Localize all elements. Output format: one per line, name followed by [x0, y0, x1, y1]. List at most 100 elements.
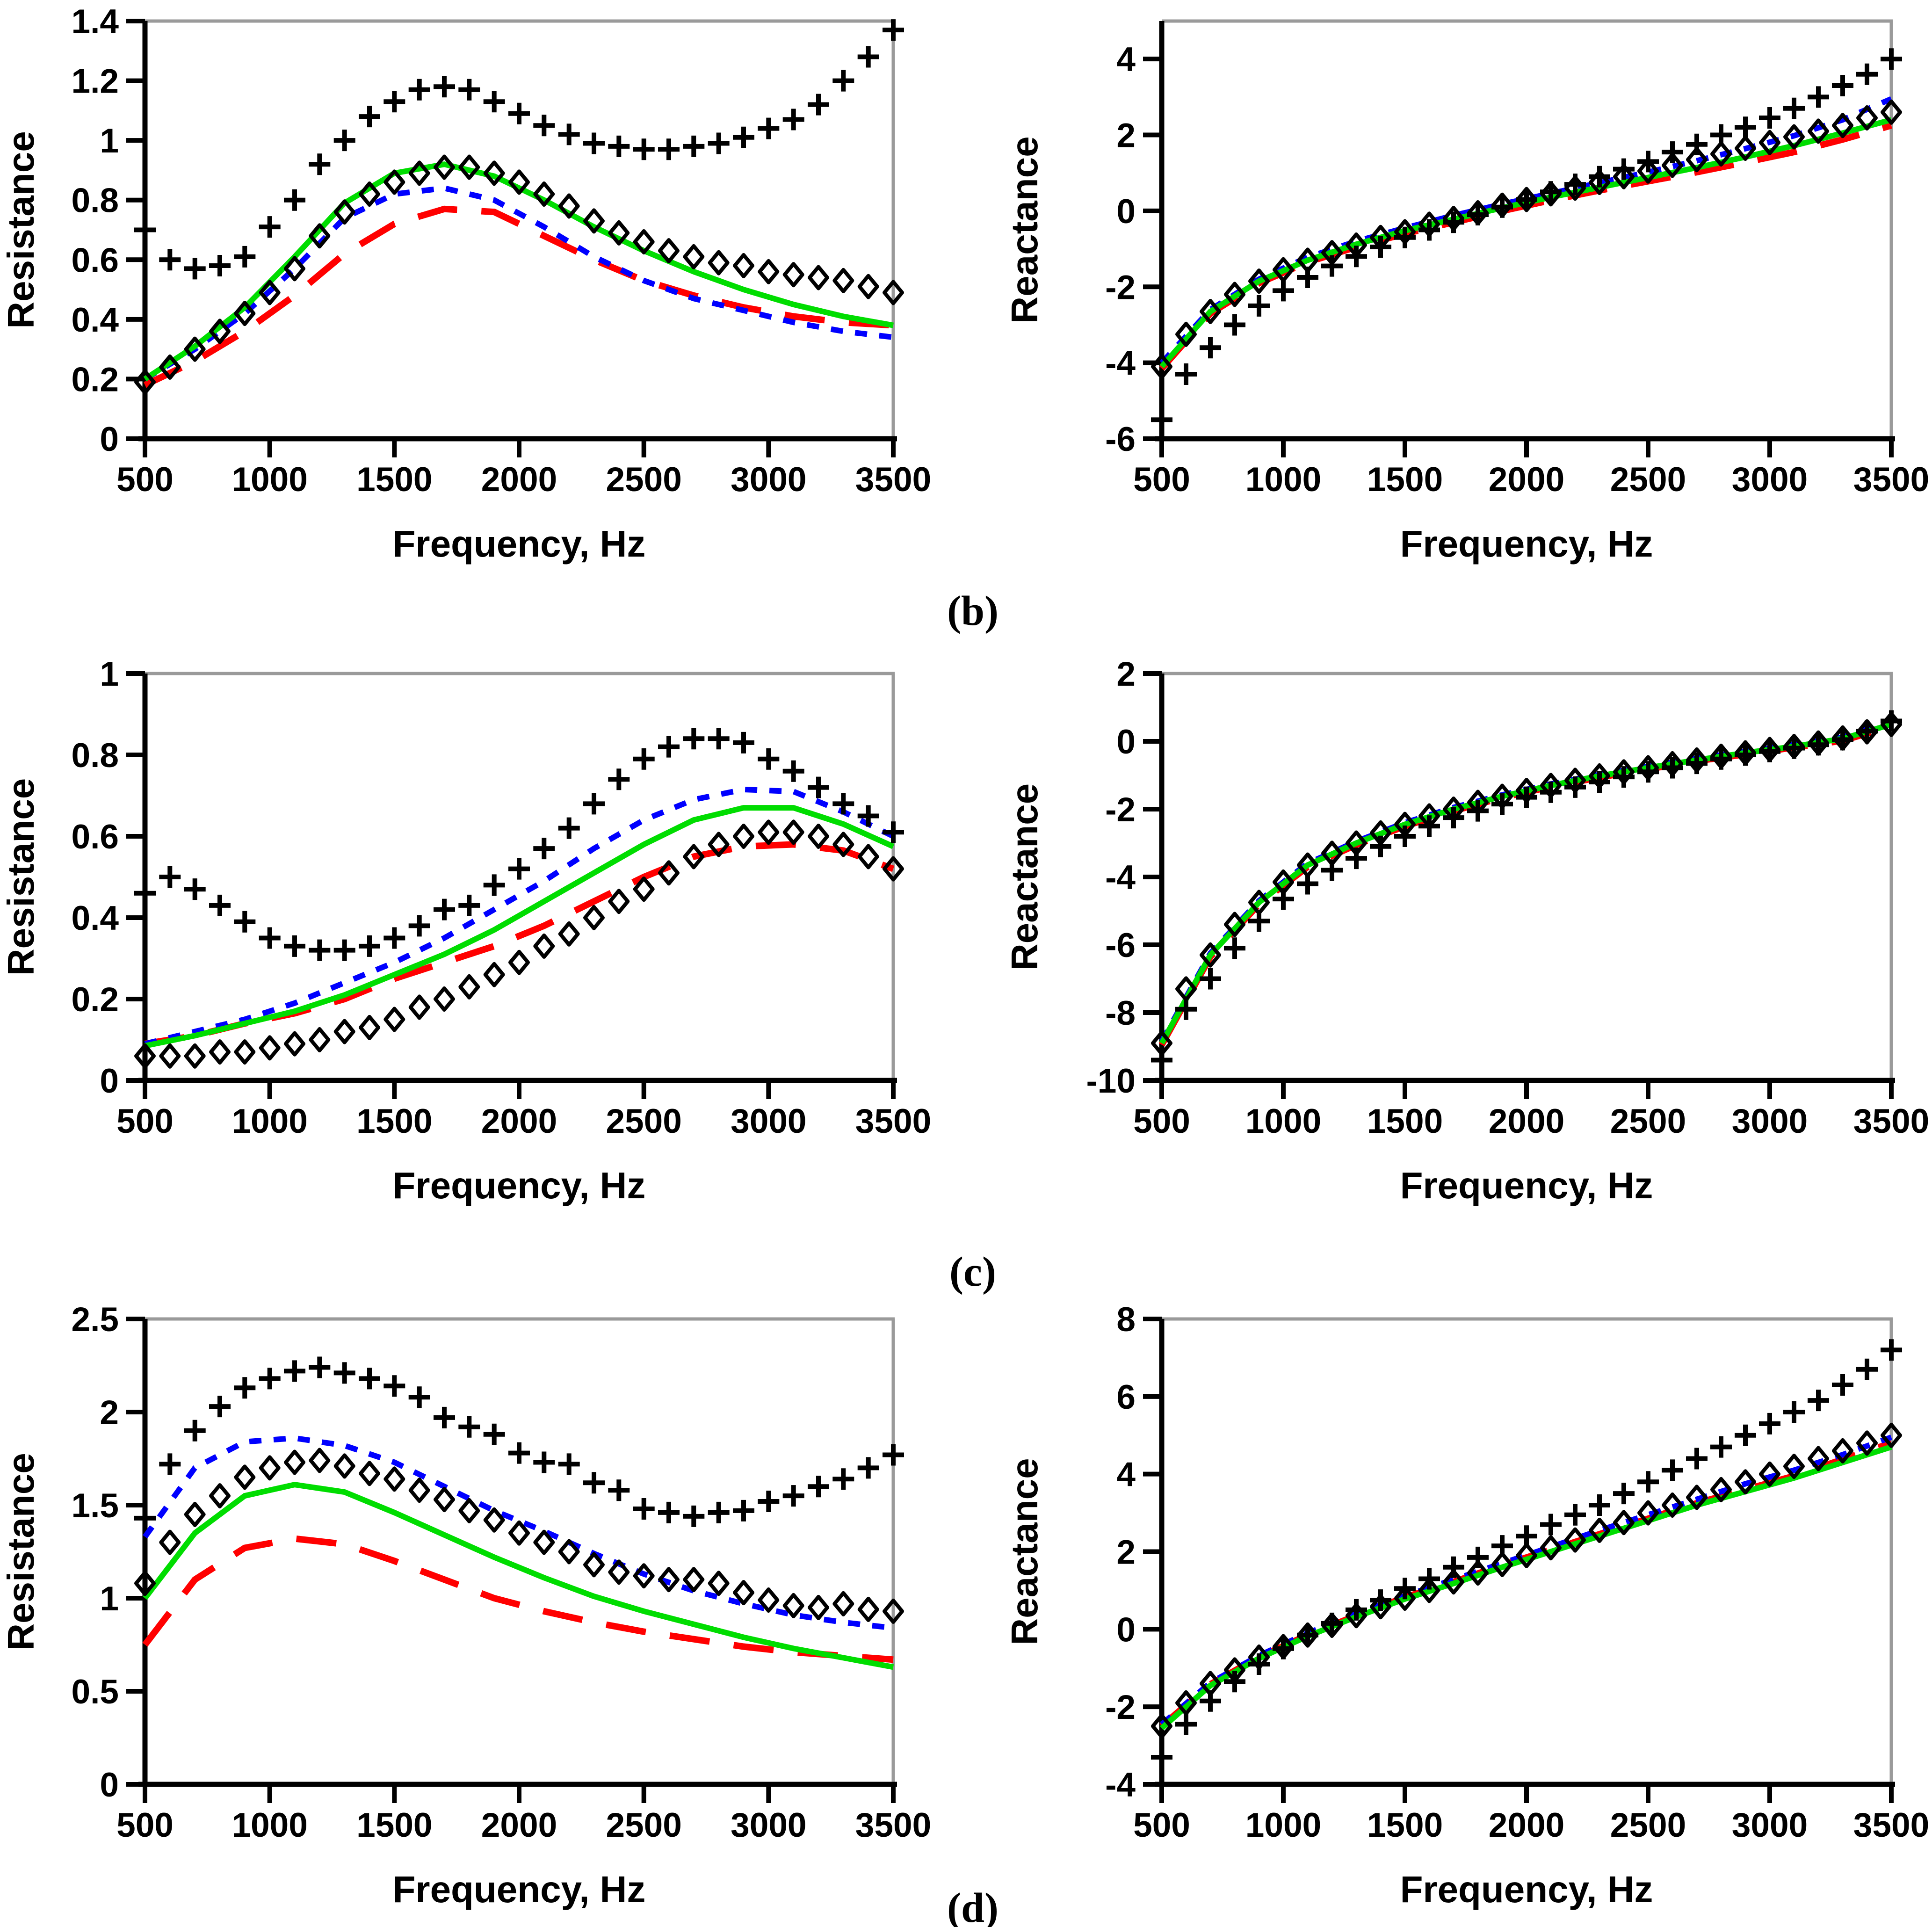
y-tick-label: 0.2	[72, 361, 119, 398]
series-model-red-long-dash	[142, 1535, 894, 1663]
x-tick-label: 3000	[1732, 461, 1808, 499]
series-model-red-long-dash	[1158, 723, 1893, 1047]
row-label-b: (b)	[947, 588, 999, 634]
y-tick-label: 2	[100, 1394, 119, 1432]
series-data-crosses	[1151, 710, 1902, 1071]
y-tick-label: 1	[100, 655, 119, 693]
y-tick-label: 4	[1116, 1456, 1136, 1494]
y-axis-title: Resistance	[0, 1453, 42, 1650]
y-axis-title: Reactance	[1004, 136, 1045, 323]
x-axis-title: Frequency, Hz	[393, 1165, 646, 1206]
x-tick-label: 500	[116, 1806, 174, 1844]
row-label-d: (d)	[947, 1885, 999, 1927]
y-tick-label: 1.4	[72, 3, 119, 41]
series-model-green-solid	[1160, 1444, 1892, 1731]
y-tick-label: 0.8	[72, 737, 119, 775]
y-tick-label: -2	[1105, 268, 1136, 306]
y-axis-title: Reactance	[1004, 783, 1045, 971]
x-tick-label: 2000	[1489, 1806, 1564, 1844]
x-tick-label: 500	[1133, 461, 1190, 499]
y-tick-label: 0.2	[72, 981, 119, 1019]
y-tick-label: -6	[1105, 927, 1136, 964]
x-tick-label: 2500	[606, 1806, 681, 1844]
x-tick-label: 2500	[1610, 1102, 1686, 1140]
series-data-diamonds	[134, 819, 904, 1069]
x-tick-label: 500	[1133, 1102, 1190, 1140]
series-data-diamonds	[1151, 711, 1902, 1056]
y-tick-label: -2	[1105, 791, 1136, 829]
x-tick-label: 1000	[232, 461, 307, 499]
x-tick-label: 2000	[481, 1806, 557, 1844]
y-tick-label: 2	[1116, 117, 1136, 155]
y-tick-label: 1	[100, 122, 119, 160]
x-tick-label: 1000	[232, 1806, 307, 1844]
series-model-red-long-dash	[1159, 122, 1892, 371]
x-tick-label: 1000	[1245, 461, 1321, 499]
chart-c-resistance: 500 1000 1500 2000 2500 3000 3500 0 0.2 0.4 0.6 0.8…	[0, 650, 966, 1228]
y-tick-label: 1.5	[72, 1487, 119, 1525]
x-tick-label: 1500	[1367, 1102, 1443, 1140]
x-tick-label: 1000	[1245, 1806, 1321, 1844]
x-tick-label: 1500	[1367, 461, 1443, 499]
series-model-blue-short-dash	[1159, 717, 1892, 1043]
y-axis-title: Reactance	[1004, 1458, 1045, 1645]
y-tick-label: 0	[100, 1062, 119, 1100]
row-label-c: (c)	[949, 1249, 996, 1295]
y-tick-label: 0.4	[72, 301, 119, 339]
series-model-blue-short-dash	[143, 1435, 894, 1631]
x-tick-label: 3000	[1732, 1102, 1808, 1140]
chart-canvas-b-reactance: 500 1000 1500 2000 2500 3000 3500 -6 -4 -2 0 2 4 Reac…	[1004, 19, 1929, 565]
chart-canvas-d-resistance: 500 1000 1500 2000 2500 3000 3500 0 0.5 1 1.5 2 2.5 R…	[0, 1301, 931, 1910]
x-tick-label: 3500	[1853, 461, 1929, 499]
chart-d-resistance: 500 1000 1500 2000 2500 3000 3500 0 0.5 1 1.5 2 2.5 R…	[0, 1296, 966, 1927]
x-tick-label: 2000	[1489, 461, 1564, 499]
x-tick-label: 3500	[855, 1806, 931, 1844]
y-tick-label: 0.5	[72, 1673, 119, 1711]
series-model-green-solid	[144, 805, 895, 1049]
y-axis-title: Resistance	[0, 778, 42, 976]
y-tick-label: -2	[1105, 1688, 1136, 1726]
x-tick-label: 2500	[1610, 1806, 1686, 1844]
y-tick-label: -6	[1105, 420, 1136, 458]
series-data-diamonds	[1151, 1422, 1902, 1739]
x-axis-title: Frequency, Hz	[1400, 1165, 1653, 1206]
series-model-green-solid	[1159, 722, 1892, 1045]
series-model-red-long-dash	[144, 841, 895, 1047]
x-axis-title: Frequency, Hz	[1400, 1869, 1653, 1910]
series-data-diamonds	[134, 154, 904, 395]
x-tick-label: 500	[116, 461, 174, 499]
x-axis-title: Frequency, Hz	[1400, 523, 1653, 565]
y-tick-label: 0	[100, 420, 119, 458]
y-tick-label: -10	[1086, 1062, 1136, 1100]
y-tick-label: 2	[1116, 655, 1136, 693]
x-tick-label: 3500	[855, 1102, 931, 1140]
series-data-crosses	[1151, 48, 1902, 431]
x-tick-label: 3500	[855, 461, 931, 499]
y-tick-label: -4	[1105, 859, 1136, 897]
y-tick-label: 2.5	[72, 1301, 119, 1339]
chart-canvas-c-resistance: 500 1000 1500 2000 2500 3000 3500 0 0.2 0.4 0.6 0.8…	[0, 655, 931, 1206]
x-tick-label: 2000	[1489, 1102, 1564, 1140]
x-tick-label: 1500	[1367, 1806, 1443, 1844]
x-tick-label: 3000	[731, 1102, 806, 1140]
series-model-red-long-dash	[143, 205, 894, 388]
x-tick-label: 500	[1133, 1806, 1190, 1844]
series-model-blue-short-dash	[1159, 96, 1893, 365]
chart-b-reactance: 500 1000 1500 2000 2500 3000 3500 -6 -4 -2 0 2 4 Reac…	[966, 0, 1932, 582]
y-tick-label: -4	[1105, 1766, 1136, 1804]
y-tick-label: 1	[100, 1580, 119, 1618]
x-tick-label: 1000	[1245, 1102, 1321, 1140]
x-tick-label: 2000	[481, 461, 557, 499]
series-model-blue-short-dash	[144, 786, 895, 1047]
series-data-crosses	[134, 1356, 904, 1529]
chart-canvas-d-reactance: 500 1000 1500 2000 2500 3000 3500 -4 -2 0 2 4 6 8 Reac…	[1004, 1301, 1929, 1910]
y-tick-label: 0.6	[72, 818, 119, 856]
x-tick-label: 1500	[356, 1806, 432, 1844]
series-data-crosses	[1151, 1339, 1902, 1768]
x-axis-title: Frequency, Hz	[393, 523, 646, 565]
y-tick-label: 1.2	[72, 63, 119, 101]
y-tick-label: 0	[100, 1766, 119, 1804]
chart-d-reactance: 500 1000 1500 2000 2500 3000 3500 -4 -2 0 2 4 6 8 Reac…	[966, 1296, 1932, 1927]
series-data-crosses	[134, 728, 904, 961]
series-model-green-solid	[143, 1482, 894, 1670]
